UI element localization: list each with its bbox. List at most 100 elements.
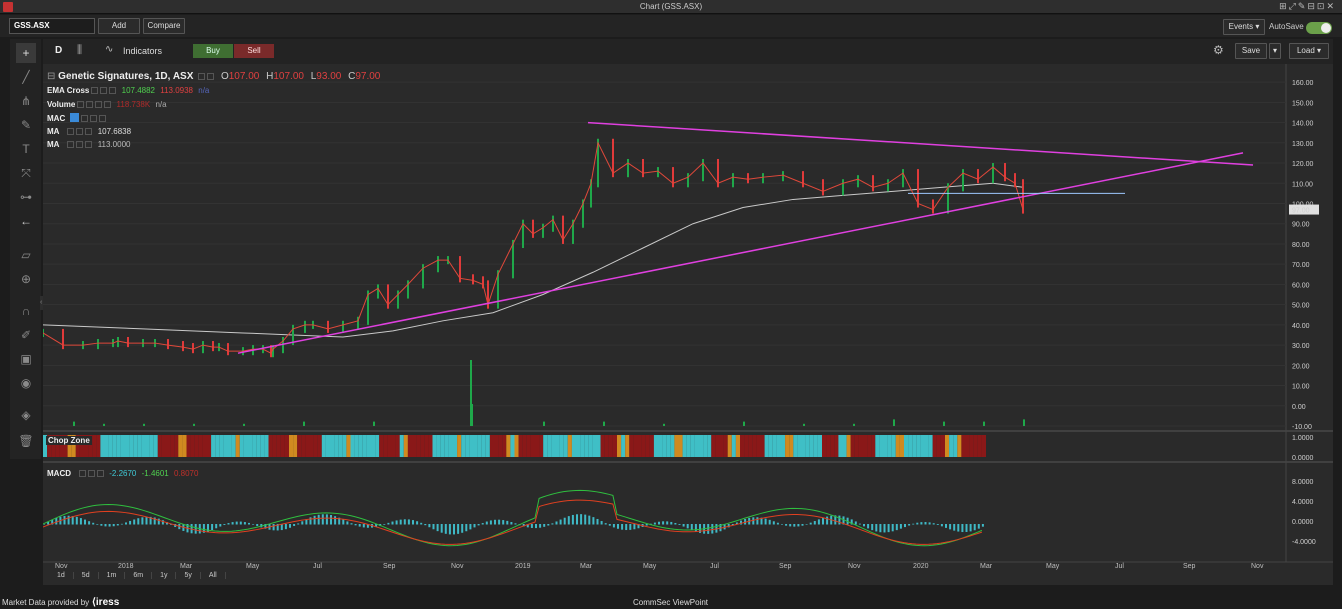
window-controls-icon[interactable]: ⊞⤢✎⊟⊡✕ bbox=[1279, 1, 1336, 11]
macd-histogram-bar bbox=[928, 522, 931, 525]
macd-histogram-bar bbox=[494, 519, 496, 525]
compare-button[interactable]: Compare bbox=[143, 18, 185, 34]
back-arrow-icon[interactable]: ← bbox=[20, 214, 32, 228]
legend-settings-icon[interactable] bbox=[198, 73, 206, 80]
chop-zone-bar bbox=[264, 435, 269, 457]
macd-histogram-bar bbox=[899, 524, 902, 529]
prediction-tool-icon[interactable]: ⊶ bbox=[20, 190, 32, 204]
volume-bar bbox=[143, 423, 145, 426]
indicators-button[interactable]: Indicators bbox=[123, 46, 163, 56]
chop-zone-bar bbox=[690, 435, 695, 457]
lock-drawings-icon[interactable]: ✐ bbox=[20, 328, 32, 342]
macd-histogram-bar bbox=[781, 524, 783, 525]
x-tick-label: Sep bbox=[779, 563, 792, 570]
brush-tool-icon[interactable]: ✎ bbox=[20, 118, 32, 132]
macd-histogram-bar bbox=[707, 524, 710, 534]
fib-tool-icon[interactable]: ⋔ bbox=[20, 94, 32, 108]
macd-histogram-bar bbox=[752, 517, 755, 525]
crosshair-icon[interactable]: + bbox=[16, 43, 36, 63]
legend-ma1-row[interactable]: MA 107.6838 bbox=[47, 127, 131, 136]
chop-zone-bar bbox=[703, 435, 708, 457]
layers-icon[interactable]: ◈ bbox=[21, 408, 31, 422]
ma2-label: MA bbox=[47, 140, 60, 149]
chop-zone-bar bbox=[785, 435, 790, 457]
macd-histogram-bar bbox=[871, 524, 874, 531]
pattern-tool-icon[interactable]: ⤧ bbox=[21, 166, 31, 180]
chop-zone-legend[interactable]: Chop Zone bbox=[46, 436, 92, 445]
chop-zone-bar bbox=[289, 435, 294, 457]
macd-histogram-bar bbox=[79, 518, 82, 525]
macd-histogram-bar bbox=[916, 522, 919, 525]
y-tick-label: 0.00 bbox=[1292, 404, 1306, 411]
settings-gear-icon[interactable]: ⚙ bbox=[1213, 43, 1224, 57]
timeframe-5y[interactable]: 5y bbox=[176, 572, 201, 579]
chop-zone-bar bbox=[387, 435, 392, 457]
autosave-toggle[interactable] bbox=[1306, 22, 1332, 34]
x-tick-label: Nov bbox=[848, 563, 861, 570]
chart-pane[interactable]: 160.00150.00140.00130.00120.00110.00100.… bbox=[43, 64, 1333, 585]
zoom-icon[interactable]: ⊕ bbox=[20, 272, 32, 286]
macd-histogram-bar bbox=[252, 524, 255, 525]
macd-histogram-bar bbox=[436, 524, 439, 532]
chop-zone-bar bbox=[252, 435, 257, 457]
symbol-input[interactable]: GSS.ASX bbox=[9, 18, 95, 34]
timeframe-5d[interactable]: 5d bbox=[74, 572, 99, 579]
legend-ma2-row[interactable]: MA 113.0000 bbox=[47, 140, 130, 149]
chop-zone-bar bbox=[104, 435, 109, 457]
macd-legend[interactable]: MACD -2.2670 -1.4601 0.8070 bbox=[47, 469, 198, 478]
save-button[interactable]: Save bbox=[1235, 43, 1267, 59]
ma2-value: 113.0000 bbox=[97, 140, 131, 149]
macd-histogram-bar bbox=[395, 520, 398, 525]
chop-zone-bar bbox=[801, 435, 806, 457]
legend-ema-row[interactable]: EMA Cross 107.4882 113.0938 n/a bbox=[47, 86, 210, 95]
trash-icon[interactable]: 🗑 bbox=[18, 434, 34, 448]
macd-histogram-bar bbox=[600, 521, 603, 525]
ruler-icon[interactable]: ▱ bbox=[21, 248, 31, 262]
add-button[interactable]: Add bbox=[98, 18, 140, 34]
save-dropdown-icon[interactable]: ▾ bbox=[1269, 43, 1281, 59]
timeframe-1m[interactable]: 1m bbox=[99, 572, 126, 579]
sell-button[interactable]: Sell bbox=[234, 44, 274, 58]
chop-zone-bar bbox=[133, 435, 138, 457]
chop-zone-bar bbox=[362, 435, 367, 457]
collapse-legend-icon[interactable]: ⊟ bbox=[47, 71, 56, 82]
timeframe-All[interactable]: All bbox=[201, 572, 226, 579]
macd-histogram-bar bbox=[772, 521, 775, 525]
timeframe-6m[interactable]: 6m bbox=[125, 572, 153, 579]
eye-icon[interactable]: ◉ bbox=[20, 376, 32, 390]
interval-button[interactable]: D bbox=[55, 45, 63, 56]
macd-histogram-bar bbox=[477, 524, 480, 526]
volume-bar bbox=[470, 360, 472, 426]
chop-zone-bar bbox=[461, 435, 466, 457]
legend-volume-row[interactable]: Volume 118.738K n/a bbox=[47, 100, 167, 109]
text-tool-icon[interactable]: T bbox=[22, 142, 30, 156]
timeframe-1d[interactable]: 1d bbox=[49, 572, 74, 579]
indicators-icon[interactable]: ∿ bbox=[105, 44, 114, 55]
chop-zone-bar bbox=[416, 435, 421, 457]
mac-settings-icon[interactable] bbox=[70, 113, 80, 122]
chop-zone-bar bbox=[424, 435, 429, 457]
load-dropdown[interactable]: Load ▾ bbox=[1289, 43, 1329, 59]
timeframe-1y[interactable]: 1y bbox=[152, 572, 177, 579]
chart-svg[interactable]: 160.00150.00140.00130.00120.00110.00100.… bbox=[43, 64, 1333, 585]
chop-zone-bar bbox=[867, 435, 872, 457]
x-tick-label: Mar bbox=[980, 563, 993, 570]
macd-histogram-bar bbox=[694, 524, 697, 532]
candle-style-icon[interactable]: ⫼ bbox=[77, 44, 83, 56]
trendline-tool-icon[interactable]: ╱ bbox=[22, 70, 30, 84]
macd-histogram-bar bbox=[473, 524, 476, 528]
legend-mac-row[interactable]: MAC bbox=[47, 113, 107, 123]
macd-axis-label: 4.0000 bbox=[1292, 499, 1314, 506]
lock-icon[interactable]: ▣ bbox=[20, 352, 32, 366]
buy-button[interactable]: Buy bbox=[193, 44, 233, 58]
macd-histogram-bar bbox=[760, 517, 763, 525]
macd-histogram-bar bbox=[469, 524, 472, 530]
macd-histogram-bar bbox=[883, 524, 886, 533]
legend-visibility-icon[interactable] bbox=[207, 73, 215, 80]
magnet-icon[interactable]: ∩ bbox=[21, 304, 31, 318]
macd-histogram-bar bbox=[321, 514, 324, 525]
macd-histogram-bar bbox=[317, 514, 320, 525]
volume-label: Volume bbox=[47, 100, 76, 109]
events-dropdown[interactable]: Events ▾ bbox=[1223, 19, 1265, 35]
close-icon[interactable] bbox=[3, 2, 13, 12]
